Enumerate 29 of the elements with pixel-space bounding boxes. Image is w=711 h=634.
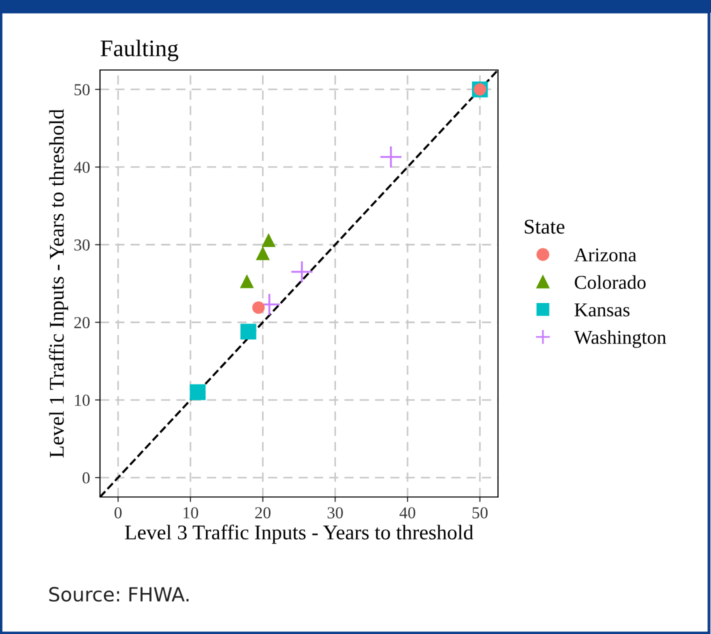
y-tick-label: 50 xyxy=(74,84,90,96)
x-tick-label: 50 xyxy=(472,507,488,518)
y-tick-label: 0 xyxy=(82,472,90,484)
point xyxy=(262,233,276,247)
point xyxy=(190,384,206,400)
y-axis-title: Level 1 Traffic Inputs - Years to threshold xyxy=(48,109,68,458)
legend-label: Colorado xyxy=(574,275,646,289)
x-tick-label: 20 xyxy=(255,507,271,518)
legend-label: Washington xyxy=(574,330,666,348)
y-tick-label: 10 xyxy=(75,394,90,406)
legend-title: State xyxy=(524,220,564,234)
x-tick-label: 30 xyxy=(328,507,343,518)
legend-label: Arizona xyxy=(574,248,636,262)
x-tick-label: 10 xyxy=(184,507,198,518)
y-tick-label: 40 xyxy=(74,162,90,173)
point xyxy=(252,301,265,314)
y-tick-label: 20 xyxy=(74,317,90,328)
legend-label: Kansas xyxy=(574,304,630,316)
point xyxy=(256,246,270,260)
point xyxy=(291,261,312,282)
source-note: Source: FHWA. xyxy=(49,586,189,602)
point xyxy=(380,146,402,168)
point xyxy=(240,324,256,340)
x-tick-label: 40 xyxy=(400,507,416,518)
chart-title: Faulting xyxy=(100,40,178,62)
x-tick-label: 0 xyxy=(114,507,122,518)
x-axis-title: Level 3 Traffic Inputs - Years to threshold xyxy=(125,524,474,544)
point xyxy=(240,274,254,288)
y-tick-label: 30 xyxy=(74,239,90,251)
